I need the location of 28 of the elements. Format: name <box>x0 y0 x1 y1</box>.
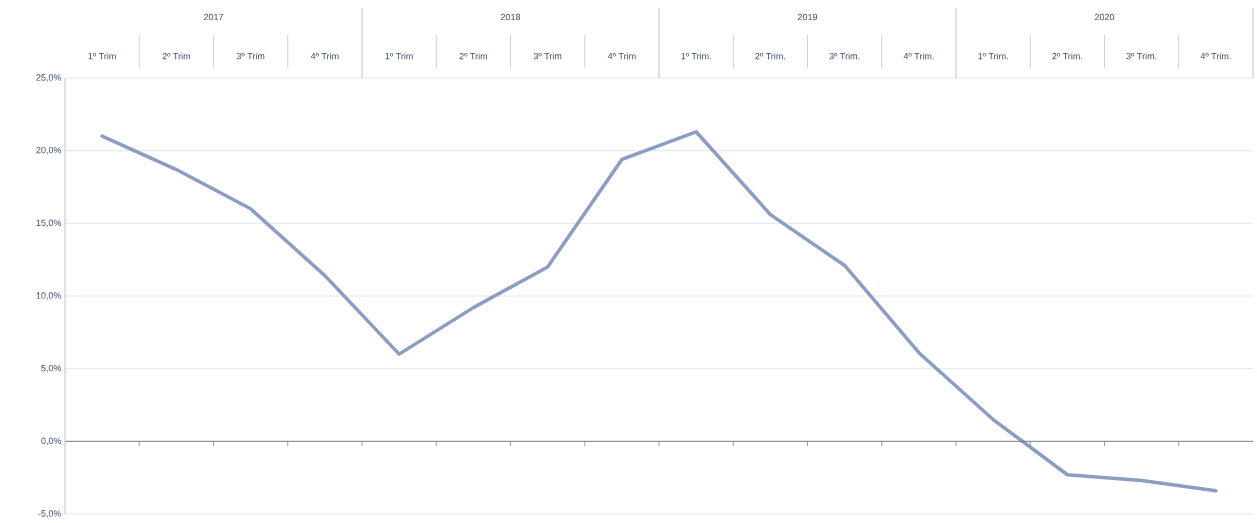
line-series <box>100 130 1218 493</box>
x-tick-label: 2º Trim. <box>1052 52 1083 60</box>
x-tick-label: 2º Trim. <box>755 52 786 60</box>
y-tick-label: 20,0% <box>36 146 62 155</box>
y-tick-label: 0,0% <box>41 437 62 446</box>
y-tick-label: -5,0% <box>38 510 62 518</box>
y-tick-label: 10,0% <box>36 292 62 300</box>
x-tick-label: 3º Trim <box>236 52 265 60</box>
x-tick-label: 3º Trim <box>533 52 562 60</box>
y-tick-label: 15,0% <box>36 219 62 228</box>
x-tick-label: 2º Trim <box>459 52 488 60</box>
text: 2020 <box>1094 13 1115 21</box>
x-tick-label: 3º Trim. <box>1126 52 1157 60</box>
x-tick-label: 4º Trim <box>310 52 339 60</box>
x-tick-label: 4º Trim <box>607 52 636 60</box>
x-tick-label: 1º Trim <box>385 52 413 60</box>
y-tick-label: 25,0% <box>36 74 62 82</box>
x-tick-label: 1º Trim. <box>978 52 1008 60</box>
x-tick-label: 2º Trim <box>162 52 191 60</box>
text: 2018 <box>500 13 521 21</box>
x-tick-label: 3º Trim. <box>829 52 860 60</box>
x-tick-label: 4º Trim. <box>903 52 934 60</box>
x-tick-label: 1º Trim. <box>681 52 711 60</box>
x-tick-label: 4º Trim. <box>1200 52 1231 60</box>
y-tick-label: 5,0% <box>41 364 62 373</box>
text: 2017 <box>203 13 224 21</box>
x-tick-label: 1º Trim <box>88 52 116 60</box>
text: 2019 <box>797 13 818 21</box>
